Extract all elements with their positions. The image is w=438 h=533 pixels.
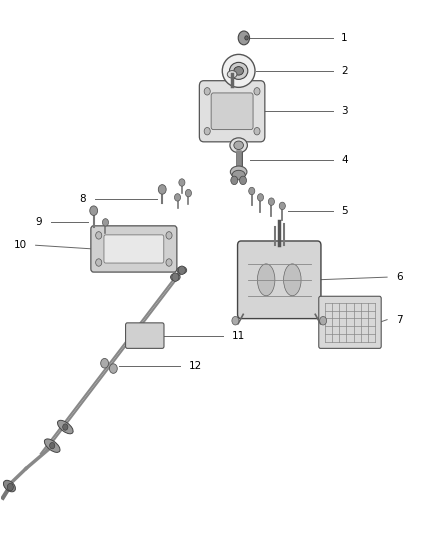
FancyBboxPatch shape — [237, 241, 321, 319]
Circle shape — [268, 198, 275, 205]
Circle shape — [110, 364, 117, 373]
Circle shape — [95, 232, 102, 239]
Circle shape — [7, 483, 13, 491]
FancyBboxPatch shape — [104, 235, 164, 263]
Ellipse shape — [170, 273, 180, 281]
FancyBboxPatch shape — [126, 323, 164, 349]
Text: 11: 11 — [232, 330, 245, 341]
Ellipse shape — [258, 264, 275, 296]
Text: 8: 8 — [79, 194, 86, 204]
Circle shape — [245, 36, 248, 40]
Circle shape — [166, 259, 172, 266]
Circle shape — [172, 273, 179, 281]
Text: 9: 9 — [35, 217, 42, 228]
FancyBboxPatch shape — [211, 93, 253, 130]
Circle shape — [240, 176, 247, 184]
Circle shape — [258, 193, 264, 201]
Text: 4: 4 — [341, 155, 348, 165]
FancyBboxPatch shape — [319, 296, 381, 349]
Text: 12: 12 — [188, 361, 201, 371]
Circle shape — [320, 317, 327, 325]
Ellipse shape — [284, 264, 301, 296]
Circle shape — [174, 193, 180, 201]
Ellipse shape — [177, 266, 187, 274]
Circle shape — [49, 442, 55, 449]
Ellipse shape — [44, 439, 60, 453]
Circle shape — [166, 232, 172, 239]
Ellipse shape — [57, 421, 73, 434]
Text: 2: 2 — [341, 66, 348, 76]
Circle shape — [249, 187, 255, 195]
Circle shape — [204, 127, 210, 135]
Ellipse shape — [227, 70, 237, 78]
Text: 7: 7 — [396, 314, 403, 325]
Circle shape — [158, 184, 166, 194]
Circle shape — [63, 424, 68, 430]
Circle shape — [204, 87, 210, 95]
Circle shape — [179, 179, 185, 186]
Circle shape — [232, 317, 239, 325]
Circle shape — [95, 259, 102, 266]
Circle shape — [254, 87, 260, 95]
Text: 10: 10 — [14, 240, 27, 250]
FancyBboxPatch shape — [91, 226, 177, 272]
Circle shape — [101, 359, 109, 368]
Ellipse shape — [230, 166, 247, 177]
Ellipse shape — [234, 67, 244, 75]
Ellipse shape — [234, 141, 244, 150]
Text: 6: 6 — [396, 272, 403, 282]
Circle shape — [254, 127, 260, 135]
FancyBboxPatch shape — [199, 80, 265, 142]
Ellipse shape — [230, 62, 248, 79]
Text: 1: 1 — [341, 33, 348, 43]
Text: 5: 5 — [341, 206, 348, 216]
Circle shape — [185, 189, 191, 197]
Text: 3: 3 — [341, 106, 348, 116]
Circle shape — [102, 219, 109, 226]
Ellipse shape — [230, 138, 247, 153]
Ellipse shape — [222, 54, 255, 87]
Circle shape — [90, 206, 98, 215]
Ellipse shape — [232, 170, 245, 180]
Circle shape — [231, 176, 238, 184]
Circle shape — [178, 266, 185, 274]
Circle shape — [279, 202, 286, 209]
Ellipse shape — [4, 480, 15, 492]
Circle shape — [238, 31, 250, 45]
